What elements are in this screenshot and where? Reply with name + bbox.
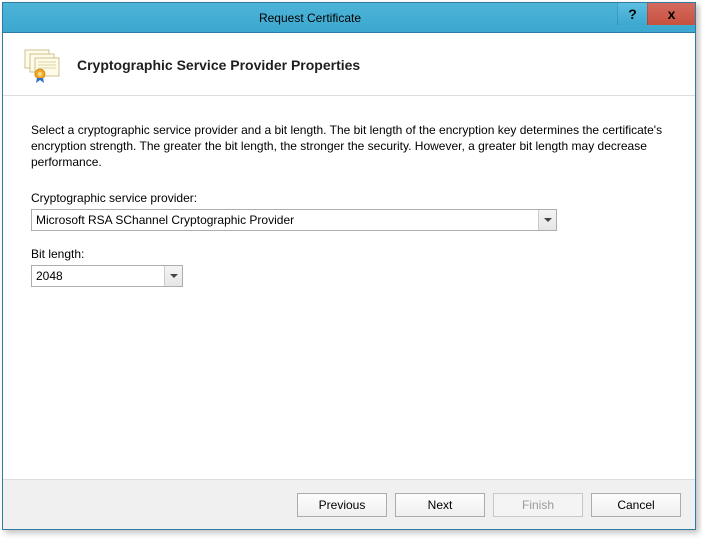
wizard-header: Cryptographic Service Provider Propertie… xyxy=(3,33,695,95)
help-button[interactable]: ? xyxy=(617,3,647,25)
bitlength-select[interactable]: 2048 xyxy=(31,265,183,287)
titlebar-buttons: ? x xyxy=(617,3,695,32)
bitlength-label: Bit length: xyxy=(31,247,667,261)
certificate-icon xyxy=(21,47,63,83)
next-button[interactable]: Next xyxy=(395,493,485,517)
bitlength-select-wrap: 2048 xyxy=(31,265,183,287)
wizard-footer: Previous Next Finish Cancel xyxy=(3,479,695,529)
finish-button: Finish xyxy=(493,493,583,517)
wizard-body: Select a cryptographic service provider … xyxy=(3,96,695,313)
close-button[interactable]: x xyxy=(647,3,695,25)
csp-select[interactable]: Microsoft RSA SChannel Cryptographic Pro… xyxy=(31,209,557,231)
bitlength-field-group: Bit length: 2048 xyxy=(31,247,667,287)
csp-select-wrap: Microsoft RSA SChannel Cryptographic Pro… xyxy=(31,209,557,231)
description-text: Select a cryptographic service provider … xyxy=(31,122,667,171)
cancel-button[interactable]: Cancel xyxy=(591,493,681,517)
previous-button[interactable]: Previous xyxy=(297,493,387,517)
window-title: Request Certificate xyxy=(3,11,617,25)
close-icon: x xyxy=(668,6,676,22)
help-icon: ? xyxy=(628,6,637,22)
dialog-window: Request Certificate ? x Crypto xyxy=(2,2,696,530)
titlebar: Request Certificate ? x xyxy=(3,3,695,33)
csp-label: Cryptographic service provider: xyxy=(31,191,667,205)
csp-field-group: Cryptographic service provider: Microsof… xyxy=(31,191,667,231)
page-title: Cryptographic Service Provider Propertie… xyxy=(77,57,360,73)
